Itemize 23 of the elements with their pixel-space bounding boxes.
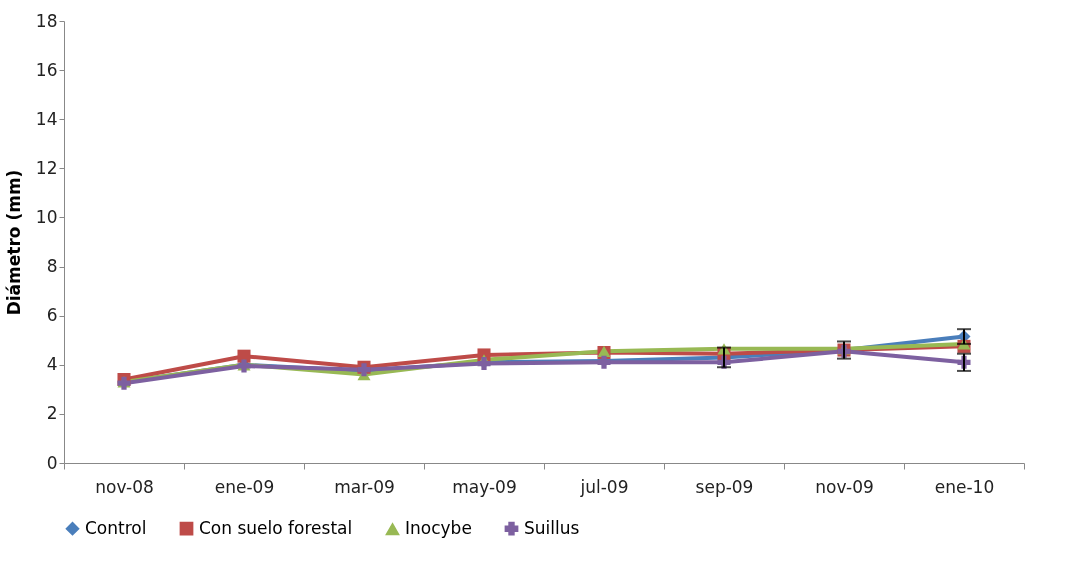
x-tick-label: nov-08 bbox=[95, 476, 154, 497]
y-tick-label: 6 bbox=[46, 305, 58, 326]
y-tick-label: 2 bbox=[46, 403, 58, 424]
y-axis-title: Diámetro (mm) bbox=[3, 169, 24, 316]
y-tick-label: 0 bbox=[46, 452, 58, 473]
y-tick-label: 18 bbox=[35, 10, 58, 31]
y-tick-label: 10 bbox=[35, 206, 58, 227]
y-tick-label: 8 bbox=[46, 256, 58, 277]
y-tick-label: 12 bbox=[35, 157, 58, 178]
x-tick-label: sep-09 bbox=[695, 476, 754, 497]
x-tick-label: nov-09 bbox=[815, 476, 874, 497]
x-tick-label: ene-09 bbox=[214, 476, 275, 497]
y-tick-label: 4 bbox=[46, 354, 58, 375]
y-tick-label: 14 bbox=[35, 108, 58, 129]
legend-label: Control bbox=[85, 517, 147, 538]
x-tick-label: ene-10 bbox=[934, 476, 995, 497]
legend-label: Suillus bbox=[524, 517, 580, 538]
x-tick-label: mar-09 bbox=[334, 476, 395, 497]
legend-label: Inocybe bbox=[405, 518, 472, 539]
legend-label: Con suelo forestal bbox=[199, 517, 353, 538]
x-tick-label: jul-09 bbox=[579, 476, 629, 497]
y-tick-label: 16 bbox=[35, 59, 58, 80]
x-tick-label: may-09 bbox=[452, 476, 517, 497]
